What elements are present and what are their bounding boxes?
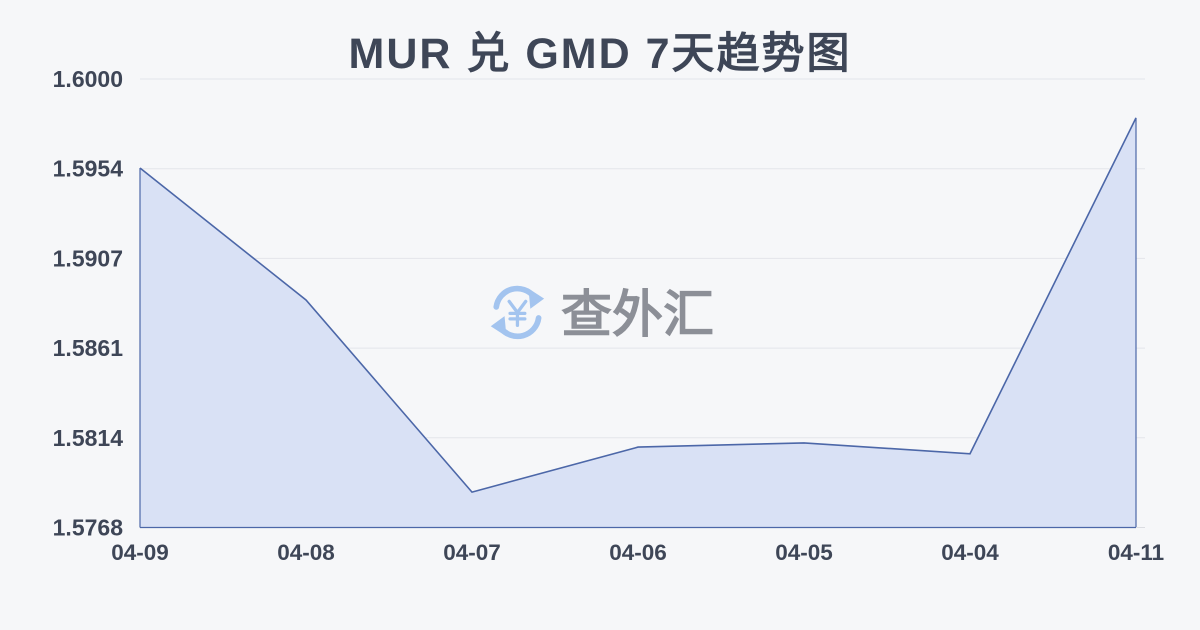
svg-text:1.5907: 1.5907 [53, 245, 123, 271]
svg-text:1.5954: 1.5954 [53, 156, 124, 182]
svg-text:1.6000: 1.6000 [53, 66, 123, 92]
svg-text:1.5768: 1.5768 [53, 515, 124, 541]
svg-text:1.5861: 1.5861 [53, 335, 124, 361]
svg-text:04-07: 04-07 [443, 540, 501, 565]
svg-text:04-08: 04-08 [277, 540, 335, 565]
svg-text:查外汇: 查外汇 [561, 286, 714, 343]
svg-text:04-11: 04-11 [1108, 540, 1164, 565]
svg-text:04-05: 04-05 [775, 540, 833, 565]
svg-text:1.5814: 1.5814 [53, 425, 124, 451]
svg-text:04-09: 04-09 [111, 540, 169, 565]
svg-text:04-06: 04-06 [609, 540, 667, 565]
svg-text:04-04: 04-04 [941, 540, 999, 565]
